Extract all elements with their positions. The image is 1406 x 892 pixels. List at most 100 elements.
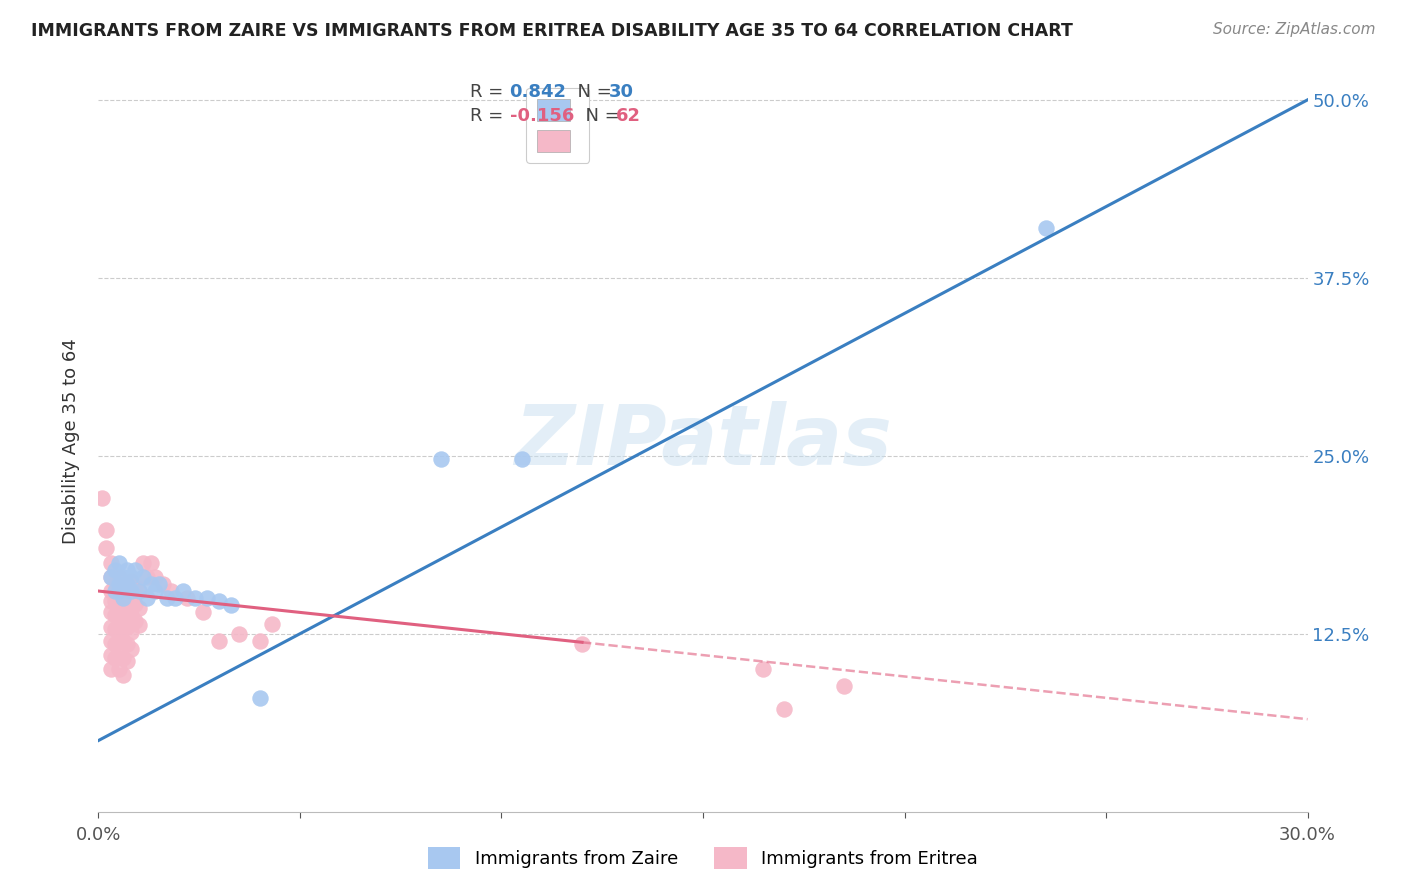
Point [176, 591, 198, 606]
Point [111, 633, 134, 648]
Point [111, 599, 134, 613]
Point [260, 616, 283, 631]
Point [160, 584, 183, 599]
Text: 62: 62 [616, 107, 641, 125]
Point [208, 594, 231, 608]
Point [100, 570, 122, 584]
Point [107, 556, 129, 570]
Point [571, 637, 593, 651]
Point [128, 584, 150, 599]
Point [100, 556, 122, 570]
Point [115, 563, 138, 577]
Point [107, 662, 129, 676]
Point [120, 584, 142, 599]
Point [107, 608, 129, 623]
Point [430, 451, 453, 466]
Point [100, 584, 122, 599]
Point [103, 563, 125, 577]
Point [124, 580, 146, 594]
Point [115, 602, 138, 616]
Point [111, 668, 134, 682]
Point [103, 623, 125, 637]
Point [184, 591, 207, 606]
Point [132, 556, 155, 570]
Point [120, 591, 142, 606]
Text: ZIPatlas: ZIPatlas [515, 401, 891, 482]
Point [103, 577, 125, 591]
Point [120, 574, 142, 588]
Point [139, 556, 162, 570]
Point [221, 599, 243, 613]
Point [103, 637, 125, 651]
Point [128, 618, 150, 632]
Point [107, 577, 129, 591]
Point [228, 626, 250, 640]
Legend: Immigrants from Zaire, Immigrants from Eritrea: Immigrants from Zaire, Immigrants from E… [419, 838, 987, 879]
Point [124, 563, 146, 577]
Y-axis label: Disability Age 35 to 64: Disability Age 35 to 64 [62, 339, 80, 544]
Point [832, 680, 855, 694]
Text: R =: R = [470, 107, 509, 125]
Text: N =: N = [567, 83, 617, 101]
Text: N =: N = [574, 107, 626, 125]
Point [156, 591, 179, 606]
Point [111, 616, 134, 631]
Point [124, 614, 146, 628]
Point [249, 633, 271, 648]
Point [111, 651, 134, 665]
Point [111, 570, 134, 584]
Point [115, 619, 138, 633]
Point [107, 591, 129, 606]
Point [124, 597, 146, 611]
Point [103, 584, 125, 599]
Point [143, 570, 166, 584]
Point [111, 580, 134, 594]
Point [107, 570, 129, 584]
Point [115, 577, 138, 591]
Point [132, 570, 155, 584]
Point [107, 584, 129, 599]
Point [115, 584, 138, 599]
Point [103, 594, 125, 608]
Point [107, 626, 129, 640]
Point [163, 591, 186, 606]
Text: 0.842: 0.842 [509, 83, 567, 101]
Point [91, 491, 114, 506]
Point [128, 601, 150, 615]
Point [111, 591, 134, 606]
Point [510, 451, 533, 466]
Text: 30: 30 [609, 83, 634, 101]
Point [120, 608, 142, 623]
Point [103, 608, 125, 623]
Text: IMMIGRANTS FROM ZAIRE VS IMMIGRANTS FROM ERITREA DISABILITY AGE 35 TO 64 CORRELA: IMMIGRANTS FROM ZAIRE VS IMMIGRANTS FROM… [31, 22, 1073, 40]
Text: Source: ZipAtlas.com: Source: ZipAtlas.com [1212, 22, 1375, 37]
Point [120, 570, 142, 584]
Point [1035, 221, 1057, 235]
Point [143, 584, 166, 599]
Point [100, 633, 122, 648]
Point [120, 642, 142, 657]
Point [96, 523, 118, 537]
Point [107, 645, 129, 659]
Point [135, 591, 157, 606]
Point [100, 619, 122, 633]
Point [100, 606, 122, 620]
Point [115, 654, 138, 668]
Point [752, 662, 775, 676]
Point [195, 591, 218, 606]
Text: R =: R = [470, 83, 509, 101]
Point [249, 690, 271, 705]
Point [100, 570, 122, 584]
Point [128, 584, 150, 599]
Point [100, 594, 122, 608]
Point [152, 577, 174, 591]
Point [96, 541, 118, 556]
Legend: , : , [526, 87, 589, 162]
Point [172, 584, 194, 599]
Point [135, 570, 157, 584]
Point [120, 625, 142, 640]
Text: -0.156: -0.156 [509, 107, 574, 125]
Point [148, 577, 170, 591]
Point [772, 702, 794, 716]
Point [100, 662, 122, 676]
